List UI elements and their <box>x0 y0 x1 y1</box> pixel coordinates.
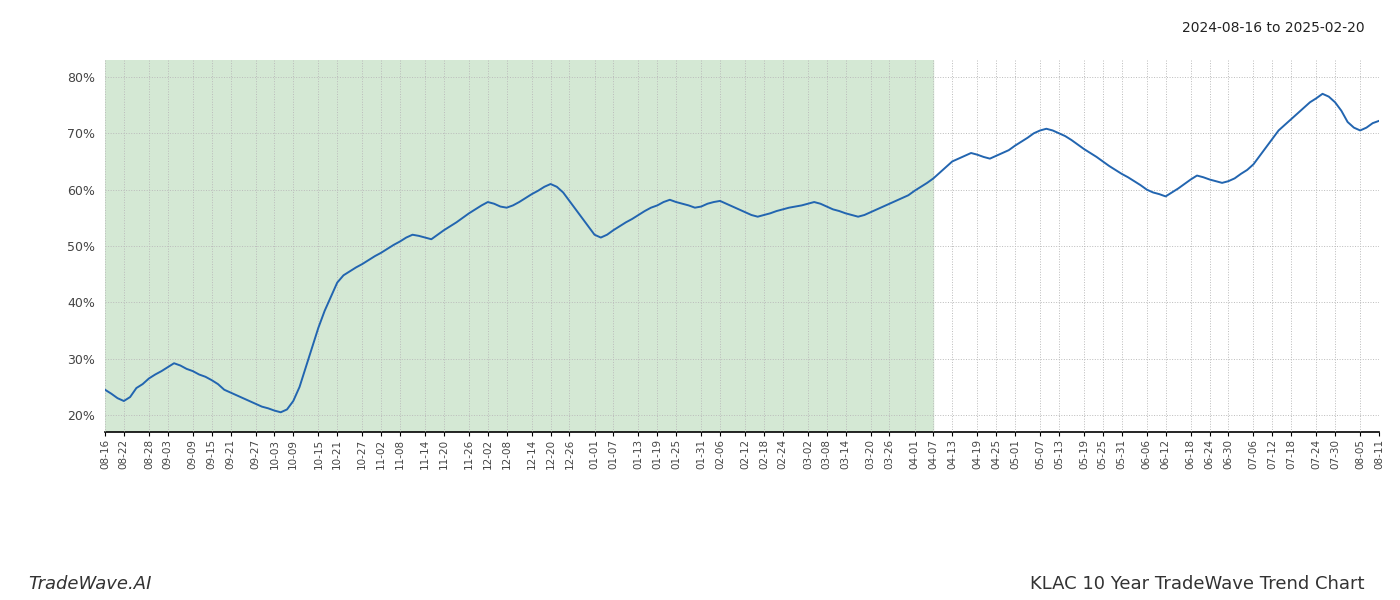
Text: TradeWave.AI: TradeWave.AI <box>28 575 151 593</box>
Text: KLAC 10 Year TradeWave Trend Chart: KLAC 10 Year TradeWave Trend Chart <box>1030 575 1365 593</box>
Bar <box>105 60 934 432</box>
Text: 2024-08-16 to 2025-02-20: 2024-08-16 to 2025-02-20 <box>1183 21 1365 35</box>
